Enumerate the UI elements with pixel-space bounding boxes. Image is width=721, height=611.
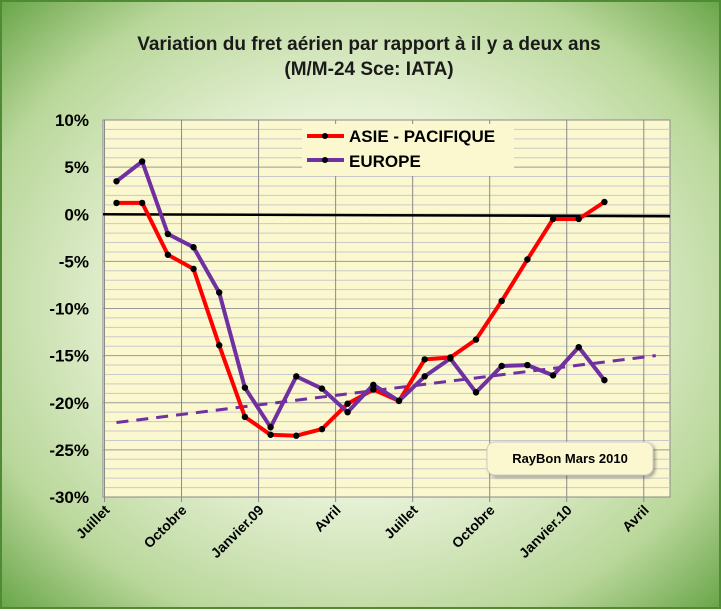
legend-box [302, 124, 514, 176]
x-tick-label: Juillet [73, 502, 113, 542]
x-tick-label: Janvier.09 [207, 502, 266, 561]
annotation-box: RayBon Mars 2010 [486, 441, 654, 476]
y-axis: 10% 5% 0% -5% -10% -15% -20% -25% -30% [49, 111, 89, 507]
legend-label-europe: EUROPE [349, 152, 421, 171]
data-point-asie-pacifique [549, 215, 557, 223]
data-point-europe [447, 355, 454, 362]
chart-subtitle: (M/M-24 Sce: IATA) [284, 59, 453, 80]
data-point-asie-pacifique [421, 356, 428, 363]
legend-marker-europe [322, 157, 328, 163]
y-tick-label: -30% [49, 488, 89, 507]
data-point-europe [344, 408, 351, 416]
series-line-europe [115, 159, 606, 430]
data-point-europe [216, 289, 223, 296]
annotation-background [486, 441, 654, 476]
legend-marker-asie [322, 133, 328, 139]
y-tick-label: -5% [59, 252, 89, 271]
data-point-asie-pacifique [241, 413, 249, 421]
data-point-asie-pacifique [113, 199, 120, 207]
y-tick-label: -10% [49, 300, 89, 319]
data-point-asie-pacifique [472, 336, 480, 343]
data-point-asie-pacifique [267, 431, 274, 438]
y-tick-label: -20% [49, 394, 89, 413]
x-tick-label: Janvier.10 [516, 502, 575, 561]
series-group [113, 158, 608, 439]
data-point-europe [498, 362, 505, 370]
data-point-europe [524, 361, 531, 369]
x-tick-label: Avril [619, 502, 652, 535]
annotation-text: RayBon Mars 2010 [512, 451, 628, 466]
data-point-asie-pacifique [138, 199, 146, 207]
data-point-asie-pacifique [498, 297, 505, 305]
y-tick-label: -25% [49, 441, 89, 460]
legend-label-asie: ASIE - PACIFIQUE [349, 127, 495, 146]
data-point-asie-pacifique [601, 198, 608, 206]
zero-line [102, 213, 671, 218]
data-point-europe [164, 230, 172, 238]
data-point-europe [241, 384, 249, 391]
data-point-asie-pacifique [318, 425, 326, 433]
data-point-asie-pacifique [190, 265, 197, 273]
data-point-europe [472, 389, 480, 396]
data-point-asie-pacifique [293, 432, 300, 439]
y-tick-label: 0% [64, 205, 89, 224]
x-tick-label: Octobre [449, 502, 498, 551]
data-point-europe [113, 178, 120, 185]
y-tick-label: -15% [49, 347, 89, 366]
data-point-asie-pacifique [370, 386, 377, 393]
legend: ASIE - PACIFIQUE EUROPE [302, 124, 514, 176]
data-point-europe [575, 343, 582, 351]
data-point-asie-pacifique [575, 215, 582, 223]
data-point-asie-pacifique [164, 251, 172, 258]
europe-trendline [116, 354, 656, 425]
data-point-europe [267, 424, 274, 431]
x-axis: Juillet Octobre Janvier.09 Avril Juillet Octo… [73, 502, 652, 561]
data-point-europe [601, 376, 608, 384]
data-point-europe [421, 373, 428, 380]
data-point-asie-pacifique [524, 256, 531, 263]
data-point-europe [138, 158, 146, 165]
data-point-asie-pacifique [344, 400, 351, 407]
data-point-europe [370, 381, 377, 389]
data-point-europe [549, 372, 557, 379]
data-point-europe [293, 373, 300, 380]
y-tick-label: 5% [64, 158, 89, 177]
y-tick-label: 10% [55, 111, 89, 130]
data-point-europe [318, 385, 326, 392]
x-tick-label: Juillet [381, 502, 421, 542]
data-point-asie-pacifique [216, 342, 223, 349]
data-point-europe [190, 244, 197, 251]
x-axis-ticks [104, 120, 645, 502]
x-tick-label: Octobre [140, 502, 189, 551]
data-point-europe [395, 397, 403, 405]
x-tick-label: Avril [311, 502, 344, 535]
chart-title: Variation du fret aérien par rapport à i… [137, 34, 601, 55]
